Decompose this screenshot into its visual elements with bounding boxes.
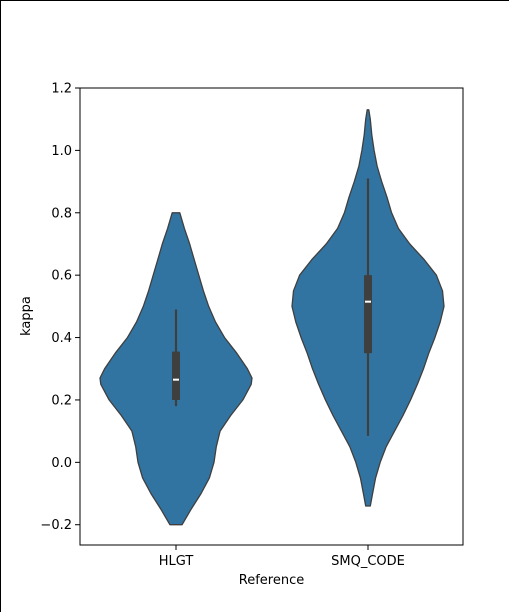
- violin-layer: [99, 109, 445, 526]
- y-tick-label: 1.0: [51, 144, 72, 159]
- y-tick-label: 0.0: [51, 456, 72, 471]
- y-tick-label: 0.8: [51, 206, 72, 221]
- y-tick-label: 0.2: [51, 393, 72, 408]
- y-tick-label: 0.4: [51, 331, 72, 346]
- box-layer: [172, 178, 372, 436]
- iqr-box: [364, 275, 372, 354]
- plot-area: [79, 87, 464, 546]
- y-tick-label: 1.2: [51, 82, 72, 97]
- x-axis-title: Reference: [239, 573, 304, 588]
- x-axis: HLGT SMQ_CODE: [159, 545, 405, 569]
- y-axis-title: kappa: [19, 296, 34, 336]
- y-axis: −0.2 0.0 0.2 0.4 0.6 0.8 1.0 1.2: [40, 82, 80, 533]
- iqr-box: [172, 351, 180, 400]
- x-tick-label: SMQ_CODE: [331, 554, 405, 569]
- y-tick-label: −0.2: [40, 518, 72, 533]
- y-tick-label: 0.6: [51, 269, 72, 284]
- x-tick-label: HLGT: [159, 554, 194, 569]
